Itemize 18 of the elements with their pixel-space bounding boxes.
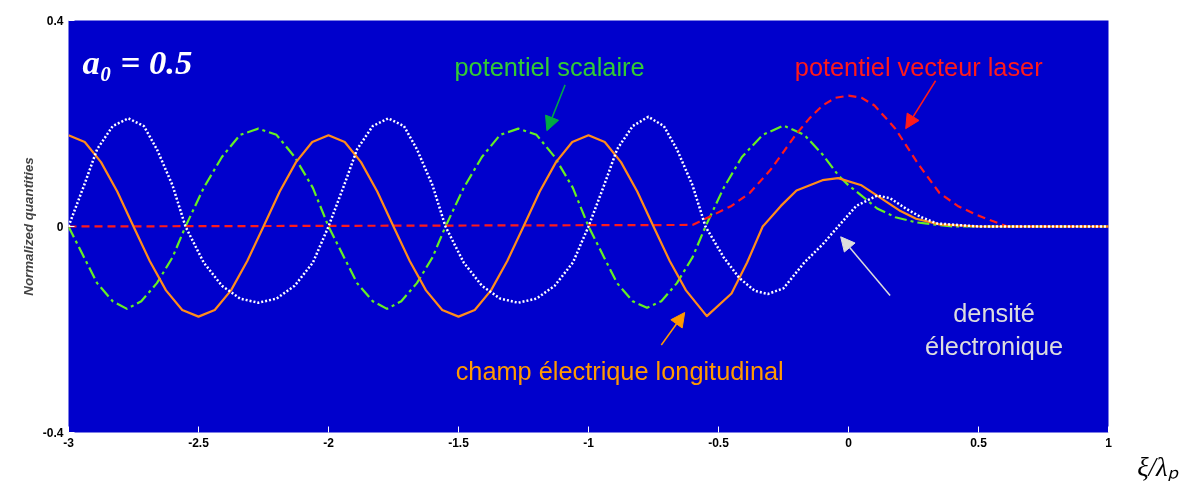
text: densité électronique: [925, 298, 1064, 361]
y-tick-label: 0.4: [46, 14, 64, 28]
x-tick-label: -0.5: [708, 435, 730, 450]
y-axis-title: Normalized quantities: [20, 157, 36, 296]
y-tick-label: 0: [56, 220, 64, 234]
x-tick-label: -2: [323, 435, 335, 450]
series-label: champ électrique longitudinal: [455, 356, 784, 385]
x-tick-label: 1: [1105, 435, 1113, 450]
y-tick-label: -0.4: [42, 426, 64, 440]
x-tick-label: -3: [63, 435, 75, 450]
x-tick-label: -1.5: [448, 435, 470, 450]
x-tick-label: -1: [583, 435, 595, 450]
x-tick-label: -2.5: [188, 435, 210, 450]
annotation: a₀ = 0.5: [82, 42, 193, 81]
x-tick-label: 0: [845, 435, 853, 450]
series-label: potentiel vecteur laser: [794, 52, 1044, 81]
x-tick-label: 0.5: [970, 435, 988, 450]
text: potentiel scalaire: [454, 52, 645, 81]
